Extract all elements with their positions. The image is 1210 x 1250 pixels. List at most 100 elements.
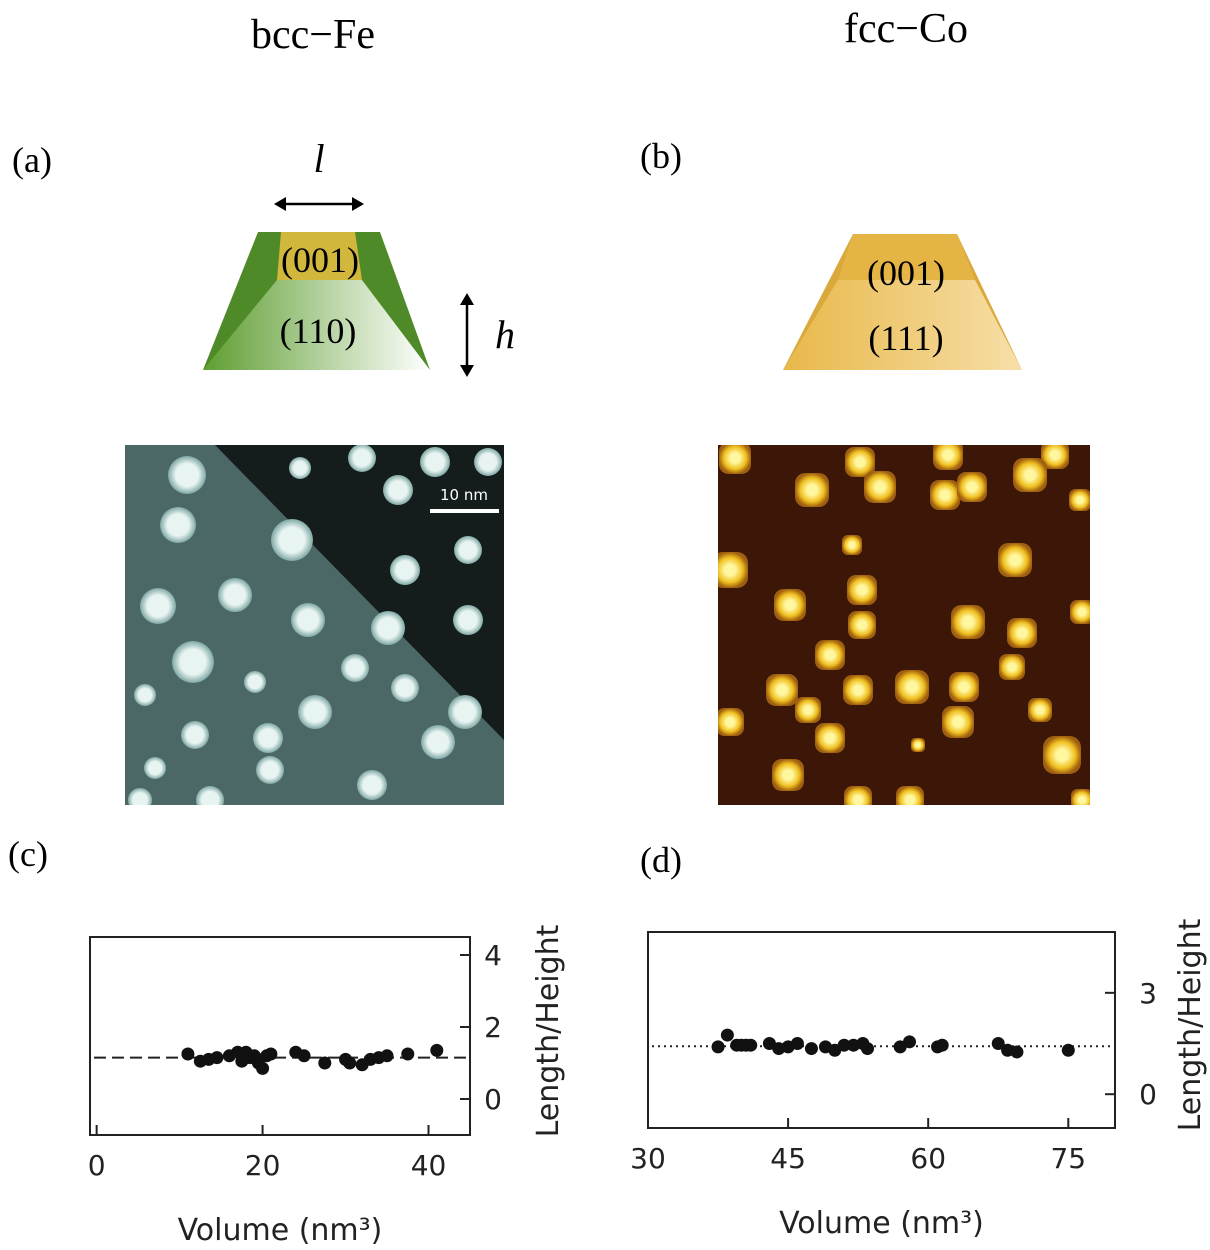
- island: [256, 756, 284, 784]
- island: [298, 695, 332, 729]
- x-tick-label: 75: [1050, 1142, 1086, 1175]
- island: [896, 786, 924, 805]
- data-point: [318, 1056, 332, 1070]
- height-symbol: h: [495, 312, 515, 357]
- island: [795, 697, 821, 723]
- stm-image-fe: [125, 445, 504, 805]
- island: [1069, 489, 1090, 511]
- island: [942, 706, 974, 738]
- x-tick-label: 40: [411, 1149, 447, 1182]
- island: [895, 670, 929, 704]
- data-point: [1010, 1045, 1024, 1059]
- island: [271, 519, 313, 561]
- island: [421, 725, 455, 759]
- data-point: [401, 1047, 415, 1061]
- island: [774, 589, 806, 621]
- title: bcc−Fe: [251, 12, 375, 58]
- data-point: [837, 1038, 851, 1052]
- data-point: [380, 1049, 394, 1063]
- diagram-fe: [203, 197, 474, 377]
- x-tick-label: 45: [770, 1142, 806, 1175]
- data-point: [991, 1037, 1005, 1051]
- island: [951, 605, 985, 639]
- island: [196, 786, 224, 805]
- island: [933, 445, 963, 470]
- island: [172, 641, 214, 683]
- island: [1070, 600, 1090, 624]
- island: [291, 603, 325, 637]
- island: [911, 738, 925, 752]
- island: [160, 507, 196, 543]
- facet-label: (001): [281, 240, 359, 280]
- y-tick-label: 0: [1139, 1078, 1157, 1111]
- plot-frame: [647, 931, 1116, 1129]
- y-tick-label: 2: [484, 1011, 502, 1044]
- island: [168, 456, 206, 494]
- data-point: [720, 1028, 734, 1042]
- island: [253, 723, 283, 753]
- island: [1028, 698, 1052, 722]
- data-point: [860, 1042, 874, 1056]
- y-axis-label: Length/Height: [1173, 918, 1208, 1131]
- data-point: [256, 1061, 270, 1075]
- x-axis-label: Volume (nm³): [178, 1213, 383, 1248]
- data-point: [804, 1042, 818, 1056]
- island: [134, 684, 156, 706]
- panel-label: (b): [640, 136, 682, 176]
- island: [999, 654, 1025, 680]
- island: [998, 543, 1032, 577]
- panel-label: (d): [640, 840, 682, 880]
- island: [391, 674, 419, 702]
- data-point: [744, 1038, 758, 1052]
- y-tick-label: 4: [484, 939, 502, 972]
- island: [420, 447, 450, 477]
- island: [1013, 458, 1047, 492]
- island: [1071, 789, 1090, 805]
- island: [1007, 618, 1037, 648]
- island: [474, 448, 502, 476]
- island: [1043, 736, 1081, 774]
- island: [766, 674, 798, 706]
- y-tick-label: 0: [484, 1083, 502, 1116]
- data-point: [210, 1051, 224, 1065]
- y-axis-label: Length/Height: [531, 924, 566, 1137]
- island: [843, 675, 873, 705]
- island: [718, 708, 744, 736]
- scale-bar-label: 10 nm: [440, 486, 488, 504]
- x-axis-label: Volume (nm³): [779, 1206, 984, 1241]
- y-tick-label: 3: [1139, 977, 1157, 1010]
- data-point: [430, 1043, 444, 1057]
- island: [348, 445, 376, 472]
- data-point: [264, 1047, 278, 1061]
- panel-label: (a): [12, 140, 52, 180]
- panel-label: (c): [8, 834, 48, 874]
- x-tick-label: 60: [910, 1142, 946, 1175]
- island: [718, 552, 748, 588]
- island: [842, 535, 862, 555]
- island: [815, 723, 845, 753]
- island: [128, 788, 152, 805]
- facet-label: (001): [867, 253, 945, 293]
- island: [144, 757, 166, 779]
- facet-label: (111): [868, 318, 943, 358]
- x-tick-label: 0: [88, 1149, 106, 1182]
- island: [289, 457, 311, 479]
- island: [930, 480, 960, 510]
- island: [848, 611, 876, 639]
- title: fcc−Co: [844, 6, 968, 52]
- data-point: [343, 1056, 357, 1070]
- plot-frame: [89, 936, 471, 1136]
- island: [383, 475, 413, 505]
- island: [1041, 445, 1069, 469]
- data-point: [903, 1035, 917, 1049]
- island: [847, 575, 877, 605]
- island: [864, 471, 896, 503]
- island: [815, 640, 845, 670]
- island: [795, 473, 829, 507]
- island: [357, 770, 387, 800]
- stm-image-co: [718, 445, 1090, 805]
- island: [719, 445, 751, 474]
- x-tick-label: 20: [245, 1149, 281, 1182]
- island: [181, 721, 209, 749]
